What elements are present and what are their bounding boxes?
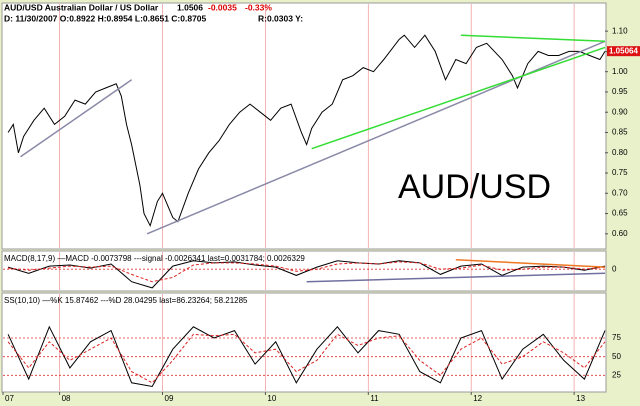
- series-line: [7, 333, 606, 384]
- trend-line: [311, 46, 606, 150]
- y-tick-label: 0.85: [612, 128, 628, 137]
- marks: 0.60 0.65 0.70 0.75 0.80 0.85 0.90 0.95 1.00 1.05…: [2, 4, 640, 403]
- y-tick-label: 0.65: [612, 209, 628, 218]
- header-last: 1.0506: [177, 2, 203, 12]
- y-tick-label: 0.60: [612, 229, 628, 238]
- trend-line: [455, 259, 606, 268]
- trend-line: [306, 272, 606, 283]
- stoch-panel: [1, 292, 607, 393]
- x-tick-label: 12: [473, 394, 482, 403]
- header-ohlc: D: 11/30/2007 O:0.8922 H:0.8954 L:0.8651…: [4, 13, 207, 23]
- y-tick-label: 0.75: [612, 168, 628, 177]
- price-panel: [1, 2, 607, 250]
- y-tick-label: 1.10: [612, 26, 628, 35]
- stoch-label: SS(10,10) —%K 15.87462 ---%D 28.04295 la…: [4, 296, 248, 305]
- header-title: AUD/USD Australian Dollar / US Dollar: [4, 2, 159, 12]
- x-tick-label: 09: [165, 394, 174, 403]
- series-line: [7, 260, 606, 289]
- trend-line: [20, 79, 133, 158]
- y-tick-label: 0.70: [612, 188, 628, 197]
- y-tick-label: 50: [612, 352, 621, 361]
- series-line: [8, 261, 606, 283]
- x-tick-label: 13: [576, 394, 585, 403]
- header-range: R:0.0303 Y:: [258, 13, 303, 23]
- y-tick-label: 75: [612, 333, 621, 342]
- x-tick-label: 07: [5, 394, 14, 403]
- trend-line: [460, 34, 606, 43]
- y-tick-label: 1.00: [612, 67, 628, 76]
- y-tick-label: 0.90: [612, 107, 628, 116]
- macd-panel: [1, 250, 607, 292]
- x-tick-label: 10: [267, 394, 276, 403]
- y-tick-label: 0.80: [612, 148, 628, 157]
- header-change-pct: -0.33%: [245, 2, 272, 12]
- x-tick-label: 11: [370, 394, 379, 403]
- annotation: AUD/USD: [398, 168, 551, 206]
- x-tick-label: 08: [62, 394, 71, 403]
- series-line: [7, 34, 606, 228]
- last-price-label: 1.05064: [609, 46, 638, 55]
- header-change: -0.0035: [208, 2, 237, 12]
- last-price-box: [607, 46, 640, 57]
- y-tick-label: 25: [612, 370, 621, 379]
- macd-label: MACD(8,17,9) —MACD -0.0073798 ---signal …: [4, 254, 305, 263]
- series-line: [7, 325, 606, 388]
- y-tick-label: 0.95: [612, 87, 628, 96]
- y-tick-label: 0: [612, 264, 617, 273]
